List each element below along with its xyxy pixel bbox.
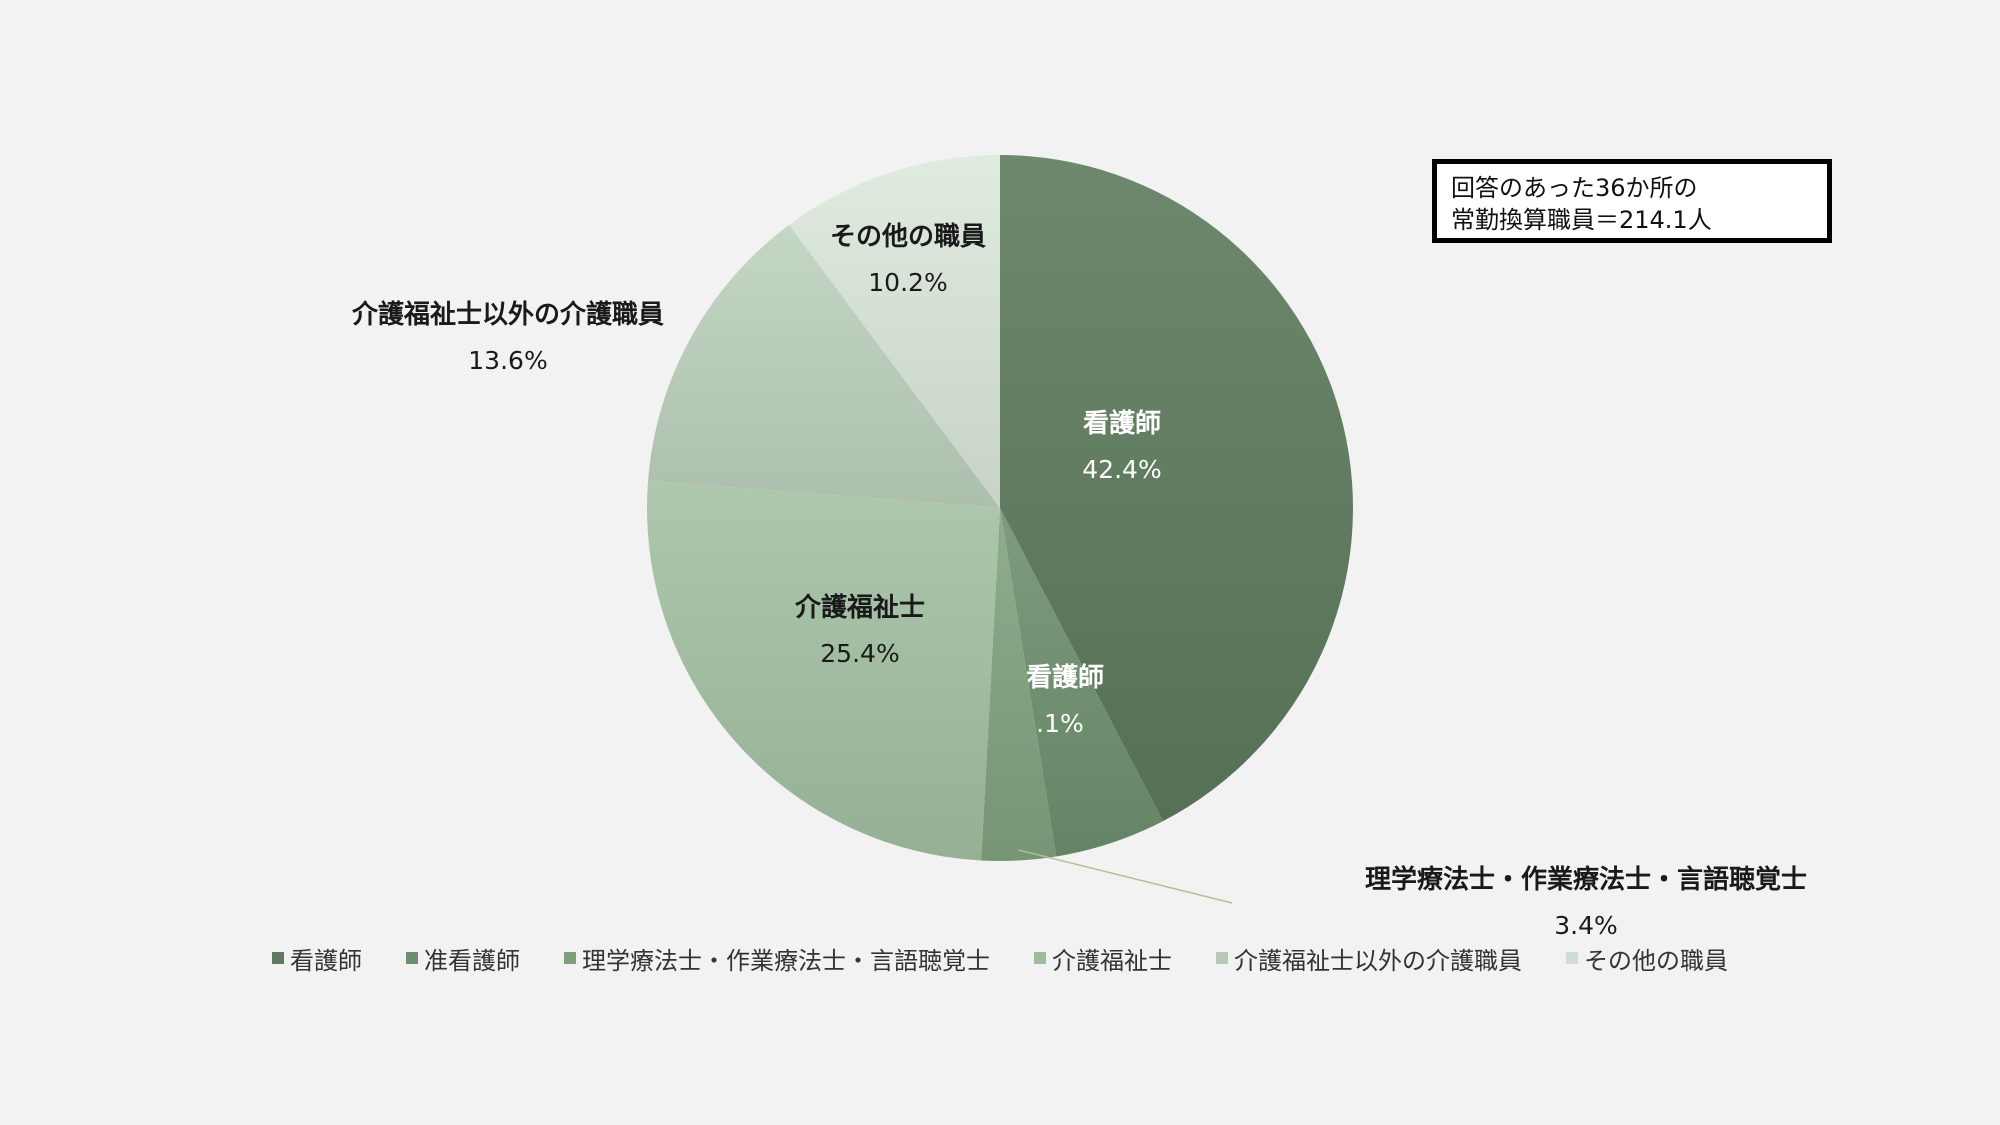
legend-item: 准看護師 xyxy=(406,941,520,976)
note-line-1: 回答のあった36か所の xyxy=(1451,174,1698,202)
legend-item: 看護師 xyxy=(272,941,362,976)
data-label-value: 3.4% xyxy=(1554,911,1618,940)
legend-swatch xyxy=(1566,952,1578,964)
legend-swatch xyxy=(1034,952,1046,964)
legend-label: 准看護師 xyxy=(424,946,520,975)
leader-line xyxy=(1018,849,1233,904)
legend-label: 看護師 xyxy=(290,946,362,975)
legend-label: その他の職員 xyxy=(1584,946,1728,975)
legend-label: 介護福祉士以外の介護職員 xyxy=(1234,946,1522,975)
data-label-value: 42.4% xyxy=(1082,455,1161,484)
legend: 看護師 准看護師 理学療法士・作業療法士・言語聴覚士 介護福祉士 介護福祉士以外の介護職… xyxy=(0,938,2000,978)
data-label-name: その他の職員 xyxy=(830,222,986,252)
legend-swatch xyxy=(406,952,418,964)
note-line-2: 常勤換算職員＝214.1人 xyxy=(1451,206,1712,234)
data-label-name: 看護師 xyxy=(1083,408,1161,439)
data-label-value: 13.6% xyxy=(468,346,547,375)
pie-slice xyxy=(1000,155,1353,822)
legend-item: 介護福祉士以外の介護職員 xyxy=(1216,941,1522,976)
pie-slice xyxy=(647,480,1000,861)
data-label-name: 理学療法士・作業療法士・言語聴覚士 xyxy=(1365,864,1807,895)
legend-label: 理学療法士・作業療法士・言語聴覚士 xyxy=(582,946,990,975)
legend-item: その他の職員 xyxy=(1566,941,1728,976)
pie-slice xyxy=(981,508,1057,861)
data-label-value: 25.4% xyxy=(820,639,899,668)
legend-item: 理学療法士・作業療法士・言語聴覚士 xyxy=(564,941,990,976)
note-box: 回答のあった36か所の 常勤換算職員＝214.1人 xyxy=(1432,159,1832,243)
legend-swatch xyxy=(1216,952,1228,964)
pie-slice xyxy=(789,155,1000,508)
legend-item: 介護福祉士 xyxy=(1034,941,1172,976)
legend-swatch xyxy=(564,952,576,964)
data-label-name: 介護福祉士以外の介護職員 xyxy=(351,299,664,330)
legend-label: 介護福祉士 xyxy=(1052,946,1172,975)
pie-slice xyxy=(1000,508,1164,857)
legend-swatch xyxy=(272,952,284,964)
data-label-value: 10.2% xyxy=(868,268,947,297)
pie-slice xyxy=(648,224,1000,508)
data-label-name: 介護福祉士 xyxy=(794,592,925,623)
